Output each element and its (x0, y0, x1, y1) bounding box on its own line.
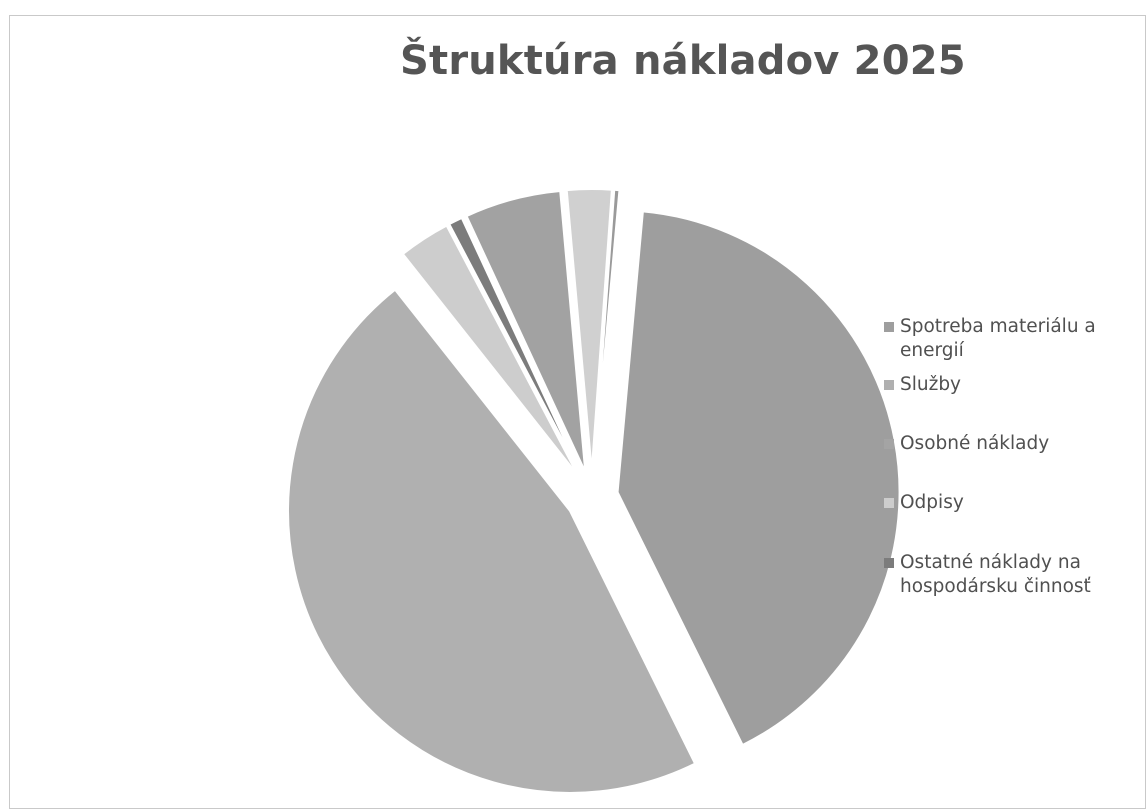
pie-slice-1 (287, 288, 697, 794)
legend-swatch-osobne (884, 439, 894, 449)
legend-swatch-ostatne (884, 558, 894, 568)
legend-label-osobne: Osobné náklady (900, 433, 1050, 454)
pie-slice-0 (616, 210, 901, 747)
pie-slice-3 (401, 224, 579, 476)
legend-swatch-odpisy (884, 498, 894, 508)
pie-slice-5 (465, 189, 587, 473)
legend-label-sluzby: Služby (900, 374, 962, 395)
legend-swatch-spotreba (884, 322, 894, 332)
legend-swatch-sluzby (884, 380, 894, 390)
chart-title: Štruktúra nákladov 2025 (400, 38, 966, 84)
legend-label-odpisy: Odpisy (900, 492, 964, 513)
pie-slice-4 (447, 216, 582, 475)
pie-slice-6 (565, 188, 613, 472)
pie-slice-7 (593, 188, 621, 472)
legend-label-ostatne: Ostatné náklady na hospodársku činnosť (900, 552, 1091, 597)
legend-label-spotreba: Spotreba materiálu a energií (900, 316, 1096, 361)
